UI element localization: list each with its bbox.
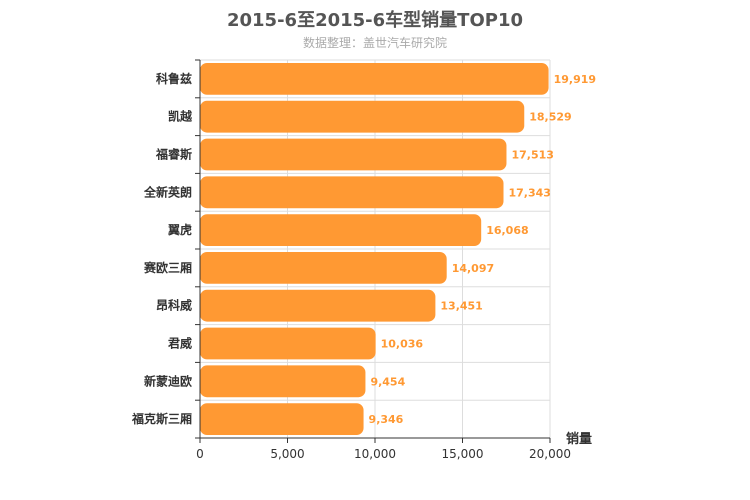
bar-8 xyxy=(200,365,366,398)
value-label-6: 13,451 xyxy=(440,300,482,313)
x-tick-label-3: 15,000 xyxy=(442,447,484,461)
bar-6 xyxy=(200,289,436,322)
value-label-4: 16,068 xyxy=(486,224,528,237)
value-label-0: 19,919 xyxy=(554,73,596,86)
bar-7 xyxy=(200,327,376,360)
category-label-4: 翼虎 xyxy=(167,222,192,237)
category-label-5: 赛欧三厢 xyxy=(143,260,192,275)
value-label-1: 18,529 xyxy=(529,111,571,124)
bar-9 xyxy=(200,403,364,435)
chart-title: 2015-6至2015-6车型销量TOP10 xyxy=(226,10,523,31)
bar-2 xyxy=(200,138,507,171)
value-label-5: 14,097 xyxy=(452,262,494,275)
value-label-2: 17,513 xyxy=(511,149,553,162)
x-tick-label-4: 20,000 xyxy=(529,447,571,461)
category-label-6: 昂科威 xyxy=(156,298,192,313)
value-label-8: 9,454 xyxy=(370,375,405,388)
chart-subtitle: 数据整理：盖世汽车研究院 xyxy=(302,36,447,50)
x-tick-label-0: 0 xyxy=(196,447,204,461)
category-label-0: 科鲁兹 xyxy=(156,71,192,86)
category-label-2: 福睿斯 xyxy=(155,147,192,162)
category-label-3: 全新英朗 xyxy=(143,184,192,199)
category-label-9: 福克斯三厢 xyxy=(131,411,192,426)
x-tick-label-2: 10,000 xyxy=(354,447,396,461)
category-label-1: 凯越 xyxy=(168,109,193,124)
bar-5 xyxy=(200,252,447,284)
category-label-7: 君威 xyxy=(167,336,192,351)
bar-3 xyxy=(200,176,504,209)
x-tick-label-1: 5,000 xyxy=(270,447,304,461)
value-label-7: 10,036 xyxy=(381,338,424,351)
value-label-3: 17,343 xyxy=(509,186,551,199)
bar-1 xyxy=(200,100,525,133)
bar-0 xyxy=(200,63,549,95)
x-axis-label: 销量 xyxy=(566,431,592,447)
value-label-9: 9,346 xyxy=(369,413,404,426)
bar-4 xyxy=(200,214,482,246)
category-label-8: 新蒙迪欧 xyxy=(144,373,192,388)
